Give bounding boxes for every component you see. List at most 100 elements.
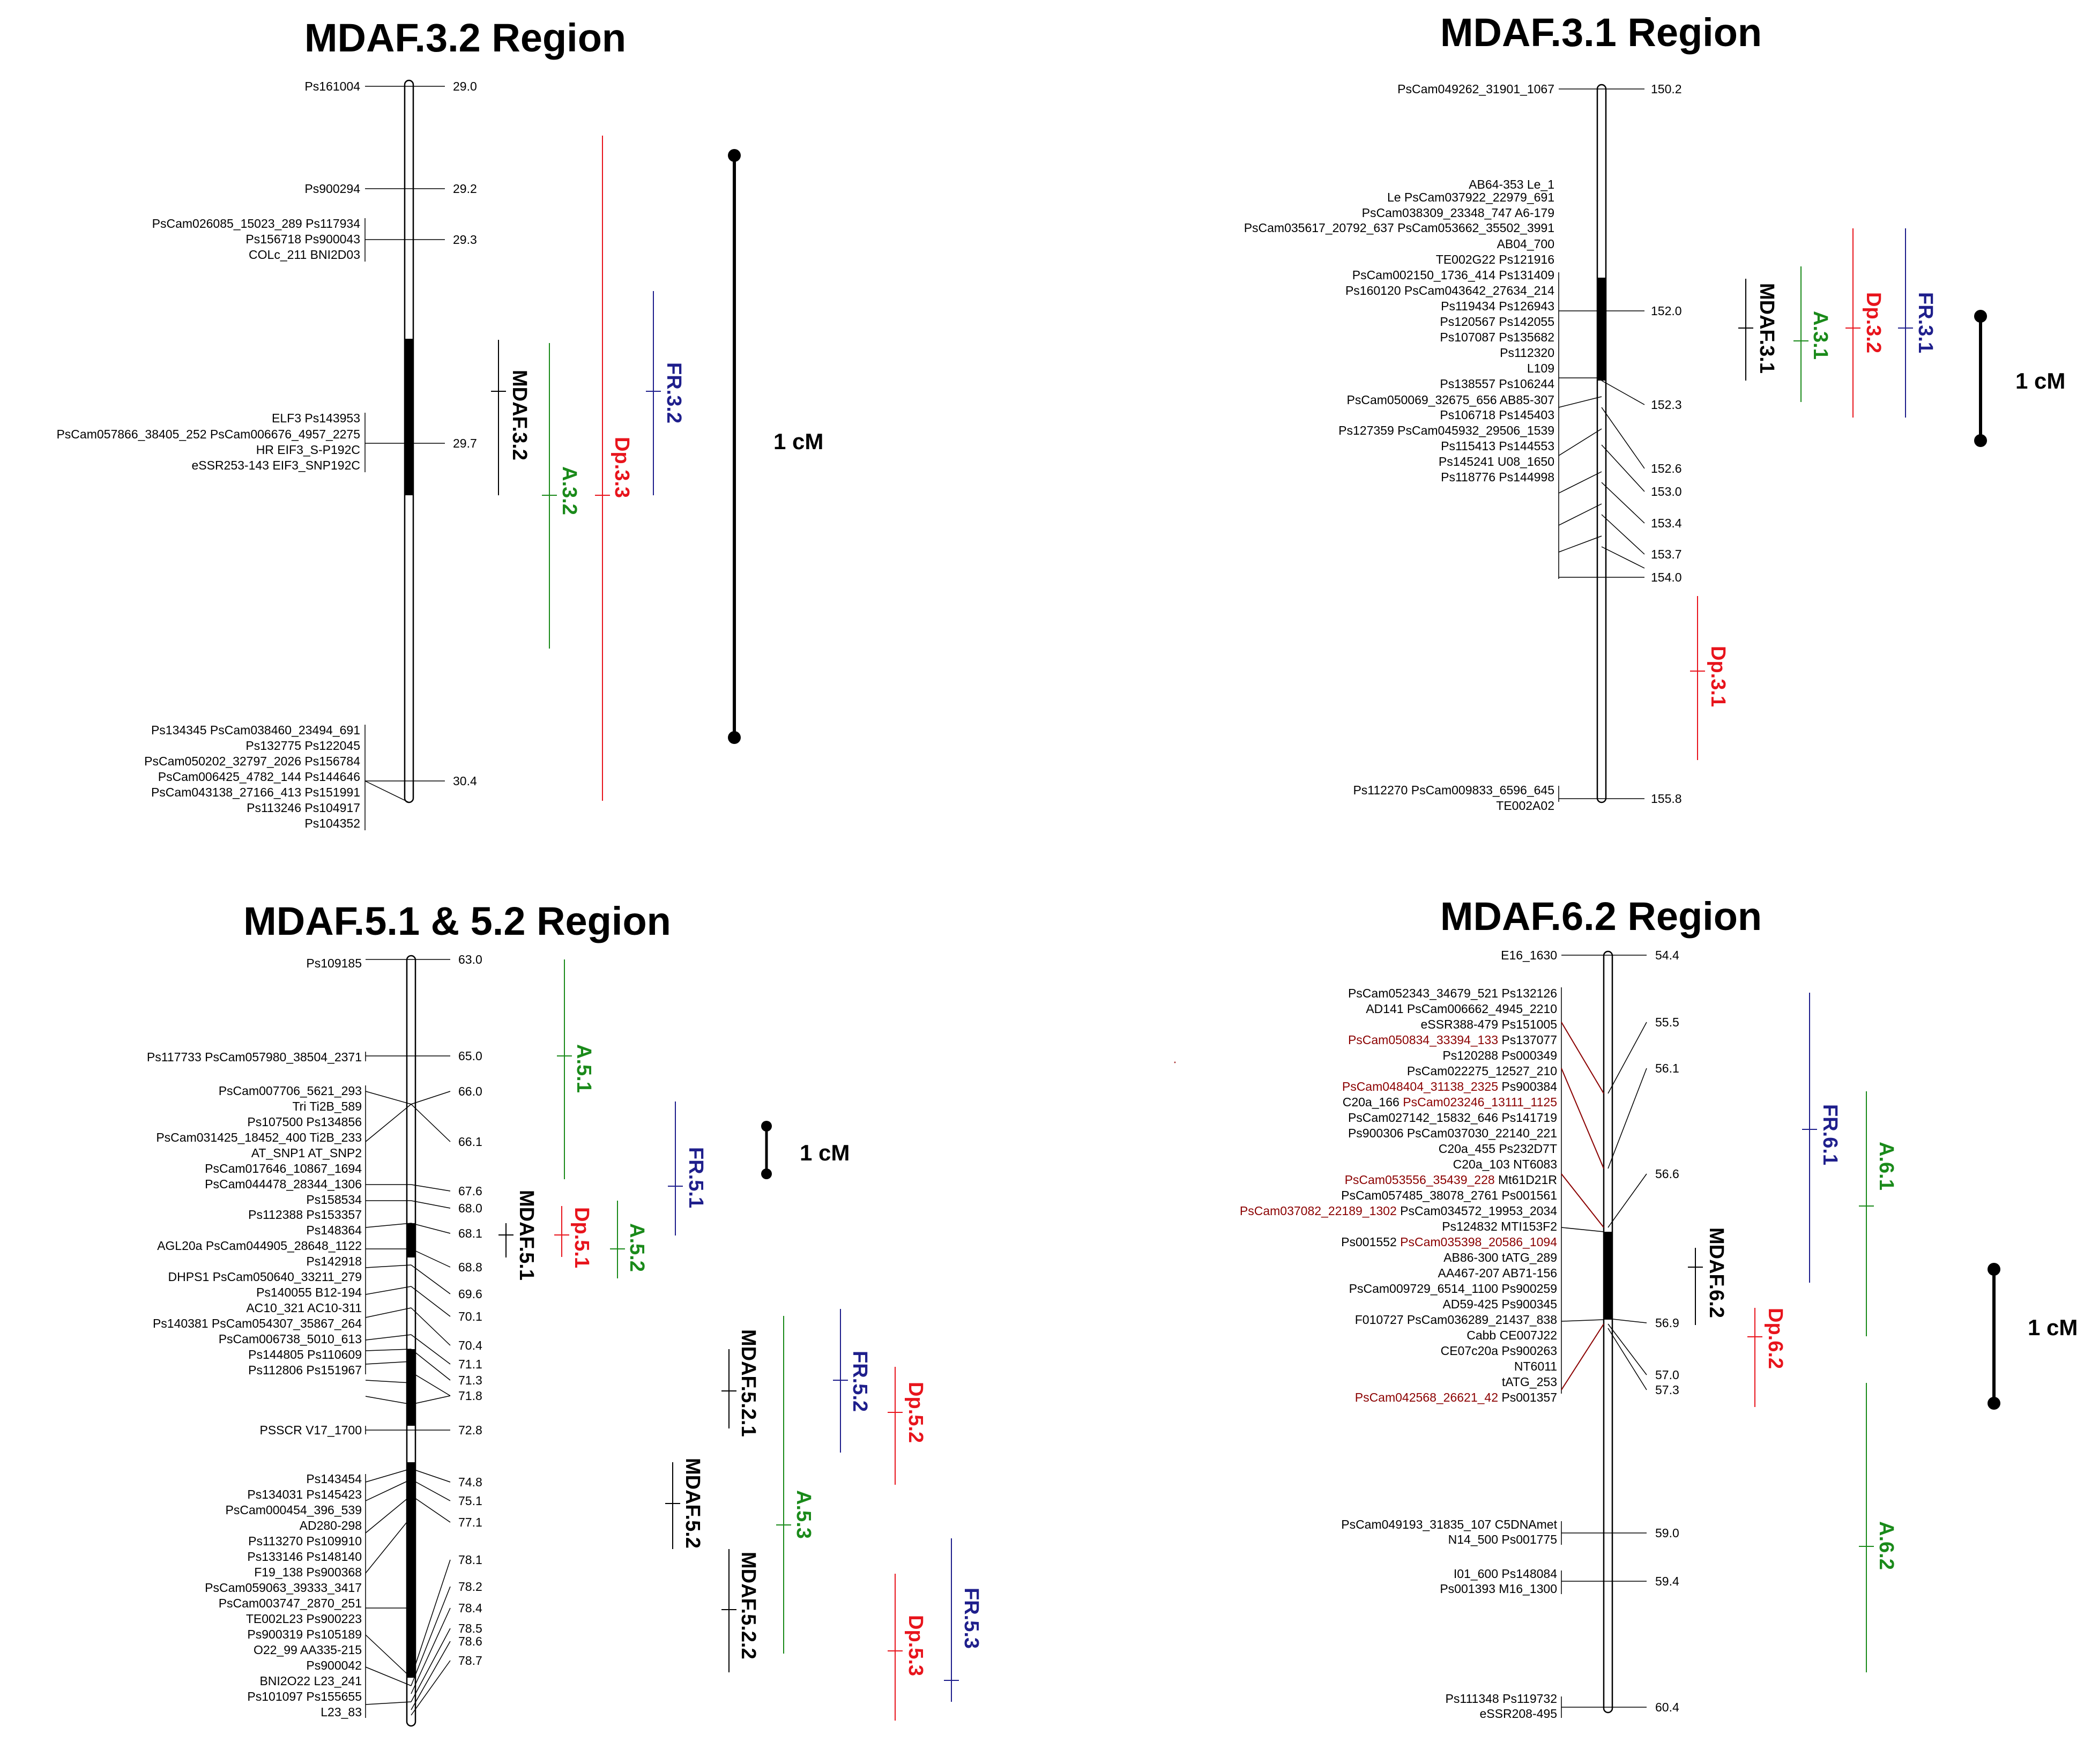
position-label: 71.3 <box>458 1373 482 1387</box>
marker-connector <box>365 1307 412 1318</box>
marker-label: CE07c20a Ps900263 <box>1441 1344 1557 1358</box>
position-label: 74.8 <box>458 1475 482 1489</box>
marker-label: PSSCR V17_1700 <box>259 1423 362 1437</box>
marker-connector <box>365 1516 412 1574</box>
qtl-label: MDAF.5.1 <box>515 1190 538 1281</box>
qtl-label: MDAF.6.2 <box>1705 1227 1728 1318</box>
qtl-label: FR.3.2 <box>663 362 685 423</box>
position-fan <box>1607 1323 1647 1375</box>
marker-label: AB64-353 Le_1 <box>1469 177 1554 191</box>
marker-label: PsCam031425_18452_400 Ti2B_233 <box>156 1130 362 1144</box>
qtl-label: A.5.3 <box>792 1490 815 1539</box>
qtl-label: A.3.2 <box>558 466 580 515</box>
position-label: 78.7 <box>458 1654 482 1668</box>
position-label: 57.3 <box>1655 1383 1679 1397</box>
marker-connector <box>1558 535 1602 553</box>
marker-label: PsCam057485_38078_2761 Ps001561 <box>1341 1188 1557 1202</box>
marker-connector <box>365 1349 412 1351</box>
position-fan <box>1601 407 1645 469</box>
marker-label: Ps118776 Ps144998 <box>1441 470 1554 484</box>
marker-connector <box>365 1223 412 1228</box>
marker-label: AC10_321 AC10-311 <box>246 1301 362 1315</box>
marker-label: AGL20a PsCam044905_28648_1122 <box>157 1239 362 1253</box>
marker-label: Ps113246 Ps104917 <box>247 801 360 815</box>
marker-connector <box>365 1634 412 1678</box>
position-fan <box>1601 380 1645 405</box>
position-label: 29.3 <box>453 233 477 247</box>
qtl-label: MDAF.3.2 <box>508 370 531 460</box>
marker-label: Ps107500 Ps134856 <box>247 1115 362 1129</box>
scale-bar-end <box>761 1168 772 1179</box>
qtl-label: MDAF.5.2.2 <box>737 1552 760 1659</box>
qtl-label: FR.6.1 <box>1819 1104 1841 1165</box>
marker-label: Ps160120 PsCam043642_27634_214 <box>1345 284 1554 297</box>
position-label: 153.4 <box>1651 516 1682 530</box>
position-label: 68.0 <box>458 1201 482 1215</box>
position-fan <box>411 1586 451 1686</box>
position-fan <box>411 1559 451 1678</box>
position-fan <box>411 1248 451 1268</box>
position-label: 29.2 <box>453 182 477 196</box>
marker-label: PsCam038309_23348_747 A6-179 <box>1362 206 1554 220</box>
marker-connector <box>365 1701 412 1705</box>
qtl-label: FR.3.1 <box>1914 292 1937 353</box>
position-label: 66.1 <box>458 1135 482 1149</box>
qtl-label: A.5.1 <box>572 1044 595 1093</box>
marker-label: Ps158534 <box>306 1193 362 1207</box>
marker-label: Ps140055 B12-194 <box>256 1285 362 1299</box>
position-fan <box>1607 1068 1647 1169</box>
position-label: 66.0 <box>458 1084 482 1098</box>
position-label: 71.8 <box>458 1389 482 1403</box>
marker-label: Ps134031 Ps145423 <box>247 1487 362 1501</box>
panel-title: MDAF.3.2 Region <box>304 16 626 60</box>
marker-label: PsCam037082_22189_1302 PsCam034572_19953… <box>1240 1204 1557 1218</box>
marker-label: HR EIF3_S-P192C <box>256 443 360 457</box>
marker-label: Ps142918 <box>306 1254 362 1268</box>
position-label: 155.8 <box>1651 792 1682 806</box>
marker-label-part-red: PsCam037082_22189_1302 <box>1240 1204 1397 1218</box>
marker-label: Ps133146 Ps148140 <box>247 1550 362 1564</box>
qtl-label: Dp.3.1 <box>1707 646 1729 707</box>
marker-label: Ps140381 PsCam054307_35867_264 <box>153 1316 362 1330</box>
position-label: 67.6 <box>458 1184 482 1198</box>
position-label: 152.0 <box>1651 304 1682 318</box>
marker-label: Ps111348 Ps119732 <box>1446 1692 1557 1706</box>
position-fan <box>411 1223 451 1234</box>
position-fan <box>411 1307 451 1346</box>
position-label: 71.1 <box>458 1357 482 1371</box>
position-label: 78.2 <box>458 1580 482 1594</box>
marker-label: Ps127359 PsCam045932_29506_1539 <box>1338 423 1554 437</box>
marker-label: DHPS1 PsCam050640_33211_279 <box>168 1270 362 1284</box>
marker-label: AT_SNP1 AT_SNP2 <box>251 1146 362 1160</box>
position-label: 59.0 <box>1655 1526 1679 1540</box>
position-fan <box>411 1334 451 1365</box>
chromosome-black-block <box>405 339 413 495</box>
marker-connector-red <box>1561 1173 1604 1228</box>
panel-mdaf-5: MDAF.5.1 & 5.2 Region 63.0 65.0 66.0 66.1 67.… <box>147 899 983 1727</box>
marker-connector <box>1558 471 1602 494</box>
qtl-label: MDAF.5.2.1 <box>737 1329 760 1437</box>
position-label: 78.6 <box>458 1634 482 1648</box>
scale-bar-end <box>1988 1263 2000 1276</box>
marker-label: Ps119434 Ps126943 <box>1441 299 1554 313</box>
marker-label: PsCam026085_15023_289 Ps117934 <box>152 217 361 230</box>
position-fan <box>411 1264 451 1294</box>
marker-label: Ps109185 <box>306 956 362 970</box>
marker-label: Ps113270 Ps109910 <box>248 1534 362 1548</box>
marker-connector <box>365 1361 412 1365</box>
position-fan <box>411 1395 451 1405</box>
marker-connector <box>1558 396 1602 408</box>
qtl-label: MDAF.5.2 <box>681 1458 704 1549</box>
position-fan <box>411 1184 451 1192</box>
marker-label: ELF3 Ps143953 <box>272 411 360 425</box>
marker-label: PsCam044478_28344_1306 <box>205 1177 362 1191</box>
qtl-label: A.3.1 <box>1809 311 1832 360</box>
marker-connector-red <box>1561 1022 1604 1094</box>
position-fan <box>411 1091 451 1105</box>
scale-bar-end <box>761 1121 772 1132</box>
position-fan <box>411 1468 451 1483</box>
position-label: 56.9 <box>1655 1316 1679 1330</box>
position-fan <box>411 1479 451 1501</box>
qtl-label: A.6.2 <box>1875 1521 1897 1570</box>
